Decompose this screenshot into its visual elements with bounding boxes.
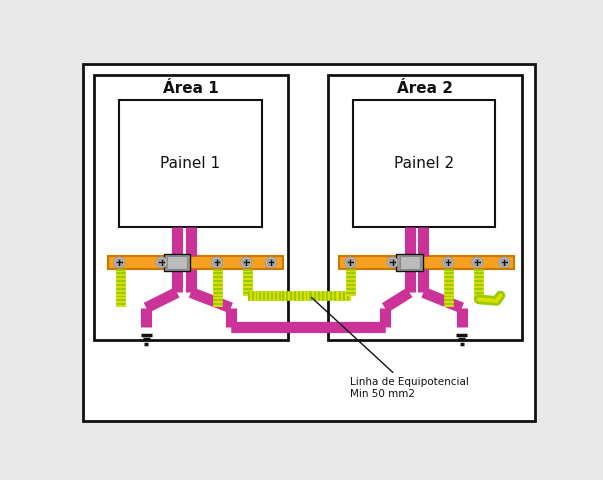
Circle shape [389, 259, 396, 266]
Circle shape [156, 257, 167, 268]
Circle shape [268, 259, 274, 266]
Bar [396, 254, 423, 271]
Circle shape [243, 259, 250, 266]
Bar [339, 256, 514, 269]
Circle shape [345, 257, 356, 268]
Circle shape [265, 257, 276, 268]
Circle shape [444, 259, 452, 266]
Bar [94, 74, 288, 340]
Circle shape [387, 257, 398, 268]
Text: Linha de Equipotencial
Min 50 mm2: Linha de Equipotencial Min 50 mm2 [312, 298, 469, 399]
Text: Área 2: Área 2 [397, 81, 453, 96]
Circle shape [116, 259, 122, 266]
Bar [328, 74, 522, 340]
Circle shape [443, 257, 453, 268]
Bar [167, 256, 187, 269]
Circle shape [158, 259, 165, 266]
Circle shape [347, 259, 354, 266]
Bar [108, 256, 283, 269]
Circle shape [500, 259, 508, 266]
Bar [400, 256, 420, 269]
Bar [119, 100, 262, 227]
Circle shape [474, 259, 481, 266]
Text: Área 1: Área 1 [163, 81, 219, 96]
Circle shape [212, 257, 223, 268]
Circle shape [114, 257, 125, 268]
Bar [353, 100, 495, 227]
Circle shape [213, 259, 221, 266]
Text: Painel 1: Painel 1 [160, 156, 221, 171]
Text: Painel 2: Painel 2 [394, 156, 454, 171]
Circle shape [241, 257, 251, 268]
Circle shape [472, 257, 482, 268]
Bar [164, 254, 190, 271]
Circle shape [499, 257, 510, 268]
